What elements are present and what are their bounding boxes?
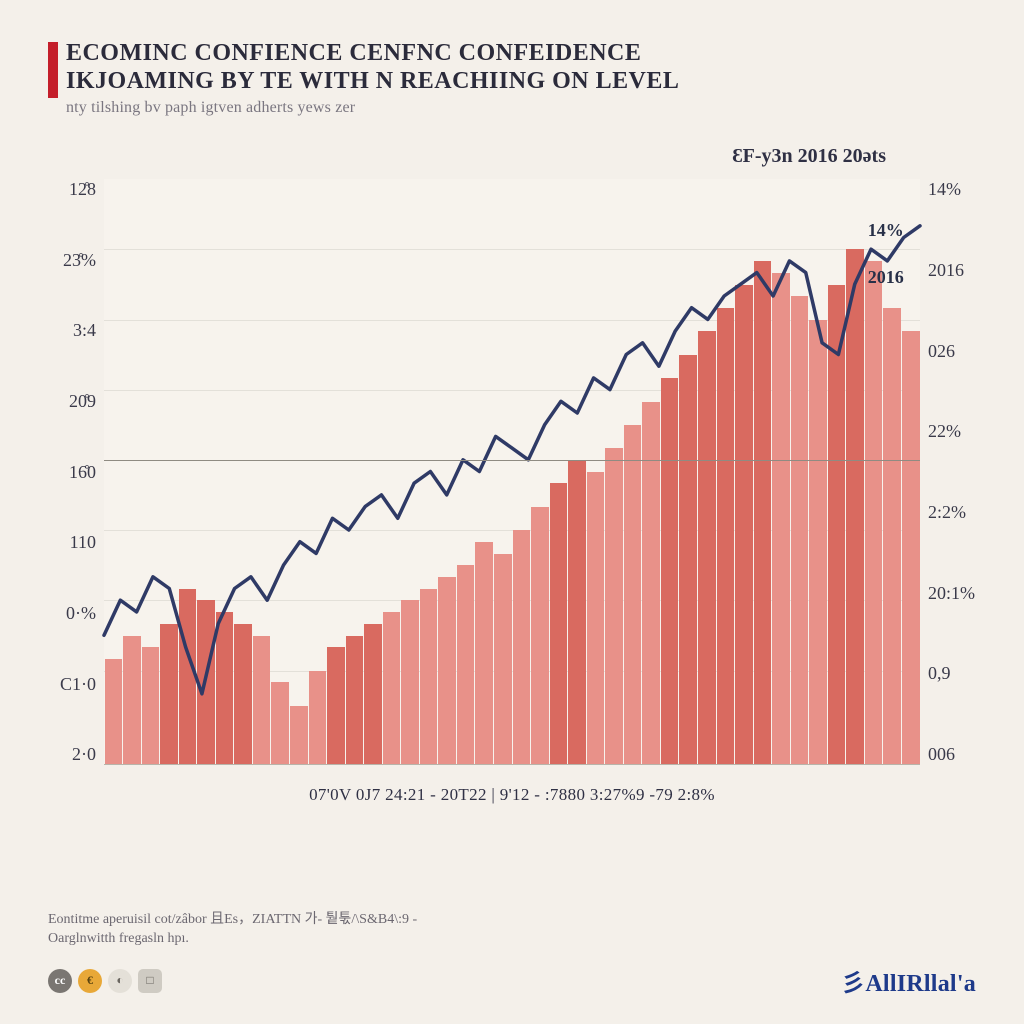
license-badge-icon: ◐ bbox=[108, 969, 132, 993]
chart-period-label: ƐF-y3n 2016 20əts bbox=[732, 145, 886, 168]
brand-logo: 彡AllIRllal'a bbox=[841, 963, 976, 998]
y-left-tick: 20̊9 bbox=[69, 391, 96, 412]
y-right-tick: 2:2% bbox=[928, 502, 966, 523]
line-series bbox=[104, 179, 920, 764]
license-badges: cc€◐□ bbox=[48, 969, 162, 993]
y-axis-left: 12̊8 23̊% 3:4 20̊9 16̊0 110 0·% C1·0 2·0 bbox=[48, 179, 96, 765]
y-left-tick: C1·0 bbox=[60, 674, 96, 695]
chart-footer: Eontitme aperuisil cot/zâbor 且Es，ZIATTN … bbox=[48, 911, 976, 998]
y-left-tick: 3:4 bbox=[73, 320, 96, 341]
chart-title: Ecominc Confience Cenfnc Confeidence iKj… bbox=[66, 40, 976, 95]
title-line-2: iKjoaming by te With n Reachiing on Leve… bbox=[66, 68, 679, 94]
title-line-1: Ecominc Confience Cenfnc Confeidence bbox=[66, 40, 641, 66]
footnote-text: Eontitme aperuisil cot/zâbor 且Es，ZIATTN … bbox=[48, 911, 976, 949]
license-badge-icon: € bbox=[78, 969, 102, 993]
chart-subtitle: nty tilshing bv paph igtven adherts yews… bbox=[66, 99, 976, 117]
y-right-tick: 026 bbox=[928, 341, 955, 362]
license-badge-icon: □ bbox=[138, 969, 162, 993]
y-left-tick: 110 bbox=[70, 532, 96, 553]
y-right-tick: 14% bbox=[928, 179, 961, 200]
plot-region: 14% 2016 bbox=[104, 179, 920, 765]
y-right-tick: 006 bbox=[928, 744, 955, 765]
accent-bar bbox=[48, 42, 58, 98]
license-badge-icon: cc bbox=[48, 969, 72, 993]
y-left-tick: 2·0 bbox=[72, 744, 96, 765]
footnote-line-2: Oarglnwitth fregasln hpı. bbox=[48, 931, 189, 946]
y-axis-right: 14% 2016 026 22% 2:2% 20:1% 0,9 006 bbox=[928, 179, 976, 765]
y-left-tick: 12̊8 bbox=[69, 179, 96, 200]
y-right-tick: 0,9 bbox=[928, 663, 951, 684]
callout-label: 14% bbox=[868, 220, 904, 241]
y-left-tick: 0·% bbox=[66, 603, 96, 624]
midline bbox=[104, 460, 920, 461]
y-left-tick: 16̊0 bbox=[69, 462, 96, 483]
footer-row: cc€◐□ 彡AllIRllal'a bbox=[48, 963, 976, 998]
y-right-tick: 2016 bbox=[928, 260, 964, 281]
chart-header: Ecominc Confience Cenfnc Confeidence iKj… bbox=[48, 40, 976, 117]
chart-area: ƐF-y3n 2016 20əts 12̊8 23̊% 3:4 20̊9 16̊0 110… bbox=[48, 145, 976, 825]
callout-label: 2016 bbox=[868, 267, 904, 288]
y-right-tick: 22% bbox=[928, 421, 961, 442]
y-left-tick: 23̊% bbox=[63, 250, 96, 271]
y-right-tick: 20:1% bbox=[928, 583, 975, 604]
x-axis-labels: 07'0V 0J7 24:21 - 20T22 | 9'12 - :7880 3… bbox=[104, 785, 920, 805]
footnote-line-1: Eontitme aperuisil cot/zâbor 且Es，ZIATTN … bbox=[48, 912, 417, 927]
